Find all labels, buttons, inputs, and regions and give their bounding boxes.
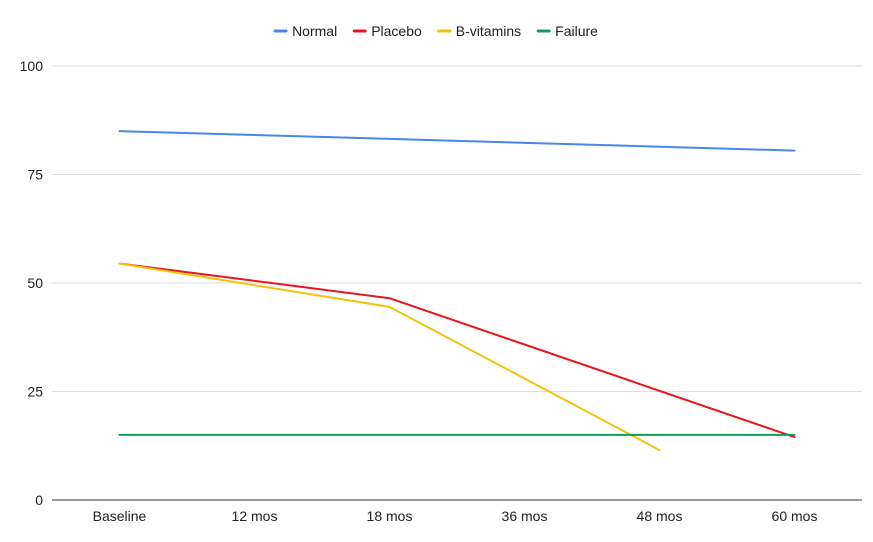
- series-line-placebo: [118, 262, 796, 439]
- x-tick-label: 18 mos: [367, 508, 413, 524]
- y-tick-label: 25: [27, 384, 43, 400]
- series-line-b-vitamins: [118, 262, 661, 452]
- x-tick-label: 36 mos: [502, 508, 548, 524]
- gridlines: [52, 65, 862, 392]
- legend-label: Placebo: [371, 23, 422, 39]
- series-line-normal: [118, 130, 796, 152]
- legend-label: Normal: [292, 23, 337, 39]
- legend-label: Failure: [555, 23, 598, 39]
- y-tick-label: 0: [35, 492, 43, 508]
- legend-label: B-vitamins: [456, 23, 521, 39]
- y-axis-ticks: 0 25 50 75 100: [20, 58, 44, 508]
- legend-item: Placebo: [352, 23, 422, 39]
- x-tick-label: 12 mos: [232, 508, 278, 524]
- legend: Normal Placebo B-vitamins Failure: [273, 23, 598, 39]
- y-tick-label: 100: [20, 58, 44, 74]
- x-tick-label: Baseline: [93, 508, 147, 524]
- x-tick-label: 48 mos: [637, 508, 683, 524]
- y-tick-label: 75: [27, 167, 43, 183]
- x-axis-ticks: Baseline 12 mos 18 mos 36 mos 48 mos 60 mos: [93, 508, 818, 524]
- series-lines: [118, 130, 796, 452]
- legend-item: B-vitamins: [437, 23, 521, 39]
- y-tick-label: 50: [27, 275, 43, 291]
- legend-item: Failure: [536, 23, 598, 39]
- x-tick-label: 60 mos: [772, 508, 818, 524]
- legend-item: Normal: [273, 23, 337, 39]
